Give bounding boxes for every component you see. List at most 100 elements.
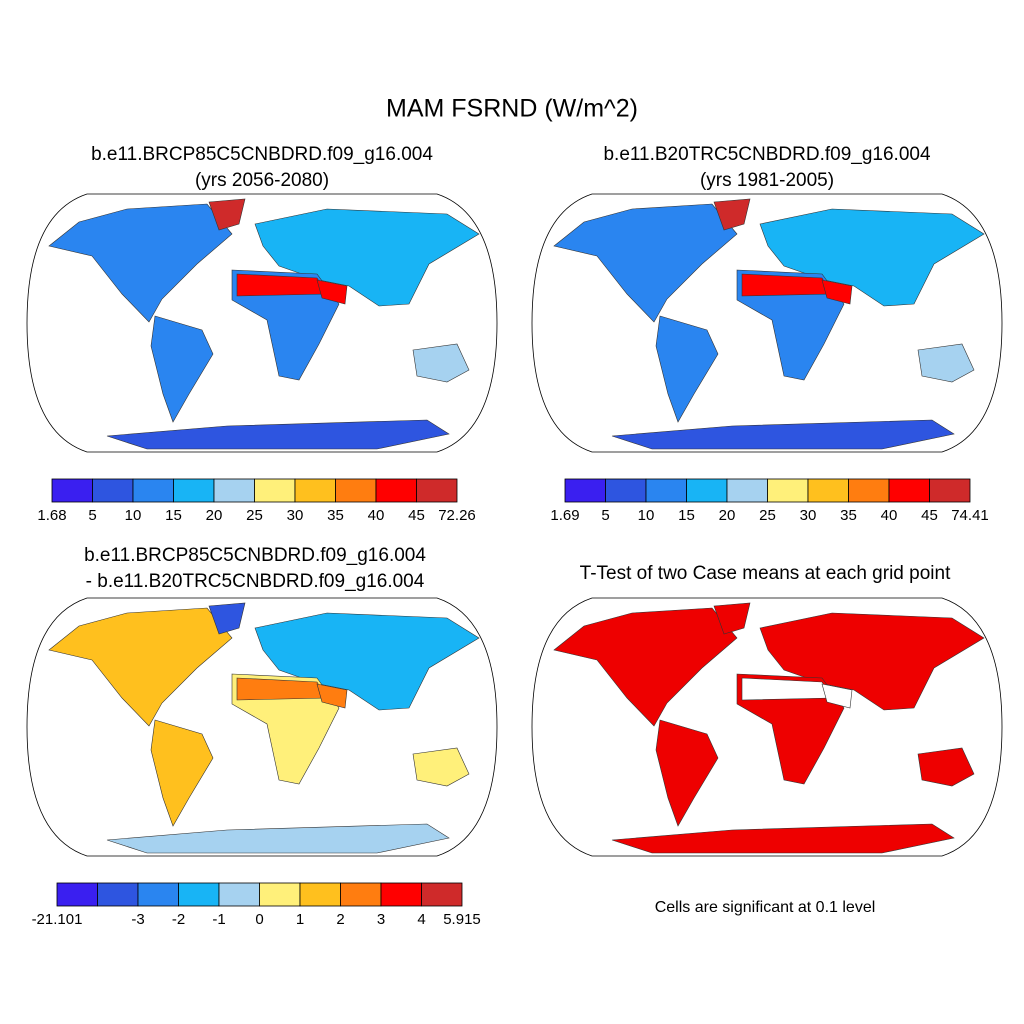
land	[48, 607, 233, 727]
colorbar-label: 45	[921, 507, 938, 524]
colorbar-label: -1	[212, 911, 225, 928]
land	[553, 607, 738, 727]
colorbar-box	[299, 882, 341, 907]
colorbar-box	[848, 478, 890, 503]
colorbar-box	[213, 478, 255, 503]
panel-title: - b.e11.B20TRC5CNBDRD.f09_g16.004	[86, 571, 425, 592]
colorbar-label: 30	[800, 507, 817, 524]
colorbar-box	[767, 478, 809, 503]
colorbar-box	[137, 882, 179, 907]
colorbar-box	[888, 478, 930, 503]
colorbar-box	[726, 478, 768, 503]
panel-title: b.e11.BRCP85C5CNBDRD.f09_g16.004	[84, 545, 426, 566]
colorbar-box	[335, 478, 377, 503]
colorbar-label: -3	[131, 911, 144, 928]
colorbar-label: 40	[368, 507, 385, 524]
map	[26, 193, 498, 453]
panel-title: (yrs 2056-2080)	[195, 170, 329, 191]
colorbar-label: 10	[125, 507, 142, 524]
land	[208, 602, 246, 635]
figure-title: MAM FSRND (W/m^2)	[386, 95, 638, 123]
colorbar-label: 40	[881, 507, 898, 524]
land	[553, 203, 738, 323]
map-outline	[531, 597, 1003, 857]
map-outline	[26, 193, 498, 453]
land	[611, 419, 955, 450]
land	[316, 279, 348, 305]
colorbar-box	[92, 478, 134, 503]
colorbar-label: 20	[719, 507, 736, 524]
colorbar-box	[564, 478, 606, 503]
colorbar-label: 1.68	[37, 507, 66, 524]
colorbar-box	[380, 882, 422, 907]
colorbar-label: 30	[287, 507, 304, 524]
footnote: Cells are significant at 0.1 level	[655, 899, 876, 916]
panel-title: T-Test of two Case means at each grid po…	[580, 563, 951, 584]
colorbar-label: 20	[206, 507, 223, 524]
land	[208, 198, 246, 231]
colorbar-label: -21.101	[32, 911, 83, 928]
colorbar-box	[97, 882, 139, 907]
colorbar-box	[259, 882, 301, 907]
panel-title: b.e11.B20TRC5CNBDRD.f09_g16.004	[603, 144, 930, 165]
colorbar-box	[218, 882, 260, 907]
map-outline	[26, 597, 498, 857]
colorbar-box	[254, 478, 296, 503]
land	[150, 315, 214, 423]
colorbar-label: 1.69	[550, 507, 579, 524]
colorbar-box	[51, 478, 93, 503]
colorbar-label: 35	[327, 507, 344, 524]
colorbar-label: 10	[638, 507, 655, 524]
land	[713, 198, 751, 231]
colorbar-label: 5	[601, 507, 609, 524]
colorbar-label: 25	[246, 507, 263, 524]
colorbar-box	[178, 882, 220, 907]
land	[821, 279, 853, 305]
land	[713, 602, 751, 635]
colorbar-box	[929, 478, 971, 503]
land	[759, 612, 985, 711]
colorbar-label: 3	[377, 911, 385, 928]
land	[412, 343, 470, 383]
colorbar-label: 1	[296, 911, 304, 928]
land	[106, 419, 450, 450]
colorbar-label: 35	[840, 507, 857, 524]
map	[531, 193, 1003, 453]
colorbar-box	[56, 882, 98, 907]
land	[611, 823, 955, 854]
land	[655, 315, 719, 423]
colorbar-box	[340, 882, 382, 907]
colorbar-label: 0	[255, 911, 263, 928]
colorbar-box	[645, 478, 687, 503]
land	[917, 747, 975, 787]
land	[759, 208, 985, 307]
colorbar-label: 5.915	[443, 911, 481, 928]
colorbar-box	[294, 478, 336, 503]
colorbar-label: 5	[88, 507, 96, 524]
colorbar-label: 72.26	[438, 507, 476, 524]
land	[254, 612, 480, 711]
map-outline	[531, 193, 1003, 453]
colorbar-label: 74.41	[951, 507, 989, 524]
colorbar-box	[421, 882, 463, 907]
colorbar-label: 2	[336, 911, 344, 928]
colorbar-label: 15	[678, 507, 695, 524]
colorbar-box	[605, 478, 647, 503]
land	[917, 343, 975, 383]
land	[821, 683, 853, 709]
land	[150, 719, 214, 827]
colorbar-box	[173, 478, 215, 503]
colorbar-label: 25	[759, 507, 776, 524]
land	[412, 747, 470, 787]
land	[316, 683, 348, 709]
colorbar-box	[132, 478, 174, 503]
panel-title: b.e11.BRCP85C5CNBDRD.f09_g16.004	[91, 144, 433, 165]
colorbar-box	[375, 478, 417, 503]
colorbar-box	[686, 478, 728, 503]
colorbar-label: -2	[172, 911, 185, 928]
colorbar-label: 15	[165, 507, 182, 524]
colorbar-box	[416, 478, 458, 503]
land	[254, 208, 480, 307]
